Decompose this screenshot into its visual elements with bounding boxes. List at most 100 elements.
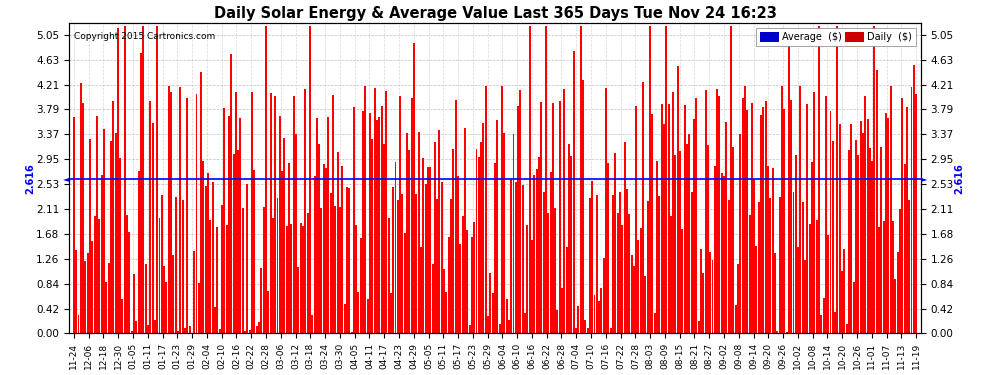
Bar — [281, 171, 283, 333]
Bar — [337, 152, 339, 333]
Bar — [730, 26, 732, 333]
Bar — [563, 90, 565, 333]
Bar — [221, 205, 223, 333]
Bar — [383, 144, 385, 333]
Bar — [395, 162, 396, 333]
Bar — [397, 201, 399, 333]
Bar — [517, 106, 519, 333]
Bar — [260, 268, 262, 333]
Bar — [409, 150, 411, 333]
Bar — [712, 260, 714, 333]
Bar — [328, 117, 330, 333]
Bar — [390, 293, 392, 333]
Bar — [864, 96, 866, 333]
Bar — [339, 207, 341, 333]
Bar — [804, 260, 806, 333]
Bar — [117, 28, 119, 333]
Legend: Average  ($), Daily  ($): Average ($), Daily ($) — [755, 28, 916, 46]
Bar — [746, 110, 748, 333]
Bar — [311, 315, 313, 333]
Bar — [755, 246, 757, 333]
Bar — [342, 166, 344, 333]
Bar — [96, 116, 98, 333]
Bar — [823, 298, 825, 333]
Bar — [531, 240, 533, 333]
Bar — [499, 324, 501, 333]
Bar — [719, 96, 721, 333]
Bar — [163, 266, 165, 333]
Bar — [362, 111, 364, 333]
Bar — [837, 26, 839, 333]
Bar — [348, 188, 350, 333]
Bar — [411, 98, 413, 333]
Bar — [174, 197, 176, 333]
Bar — [570, 156, 572, 333]
Bar — [352, 107, 354, 333]
Bar — [84, 261, 86, 333]
Bar — [911, 87, 913, 333]
Bar — [572, 51, 574, 333]
Bar — [508, 320, 510, 333]
Bar — [728, 200, 730, 333]
Bar — [786, 332, 787, 333]
Bar — [788, 31, 790, 333]
Bar — [809, 224, 811, 333]
Bar — [242, 209, 244, 333]
Bar — [848, 150, 850, 333]
Bar — [714, 166, 716, 333]
Bar — [586, 328, 588, 333]
Bar — [767, 166, 769, 333]
Bar — [172, 255, 174, 333]
Bar — [835, 312, 837, 333]
Bar — [579, 26, 581, 333]
Bar — [565, 247, 567, 333]
Bar — [205, 186, 207, 333]
Bar — [492, 293, 494, 333]
Bar — [818, 26, 820, 333]
Bar — [513, 134, 515, 333]
Bar — [527, 225, 529, 333]
Bar — [200, 72, 202, 333]
Bar — [459, 244, 461, 333]
Bar — [656, 161, 658, 333]
Bar — [901, 98, 903, 333]
Bar — [346, 187, 347, 333]
Bar — [610, 328, 612, 333]
Bar — [603, 258, 605, 333]
Bar — [471, 237, 473, 333]
Bar — [684, 105, 686, 333]
Bar — [750, 103, 752, 333]
Bar — [619, 192, 621, 333]
Bar — [293, 96, 295, 333]
Bar — [402, 194, 404, 333]
Bar — [309, 26, 311, 333]
Bar — [133, 274, 135, 333]
Bar — [774, 253, 776, 333]
Bar — [193, 251, 195, 333]
Bar — [828, 235, 830, 333]
Bar — [640, 228, 642, 333]
Bar — [143, 26, 145, 333]
Bar — [457, 176, 459, 333]
Bar — [473, 222, 475, 333]
Bar — [658, 196, 660, 333]
Bar — [170, 92, 172, 333]
Bar — [638, 240, 640, 333]
Bar — [800, 86, 802, 333]
Bar — [184, 328, 186, 333]
Bar — [136, 321, 138, 333]
Bar — [700, 249, 702, 333]
Bar — [653, 313, 655, 333]
Bar — [686, 144, 688, 333]
Bar — [843, 249, 845, 333]
Bar — [122, 298, 124, 333]
Bar — [274, 96, 276, 333]
Bar — [265, 26, 267, 333]
Bar — [591, 181, 593, 333]
Bar — [359, 238, 361, 333]
Bar — [406, 134, 408, 333]
Bar — [681, 229, 683, 333]
Text: ►: ► — [921, 174, 928, 183]
Bar — [385, 91, 387, 333]
Bar — [549, 172, 551, 333]
